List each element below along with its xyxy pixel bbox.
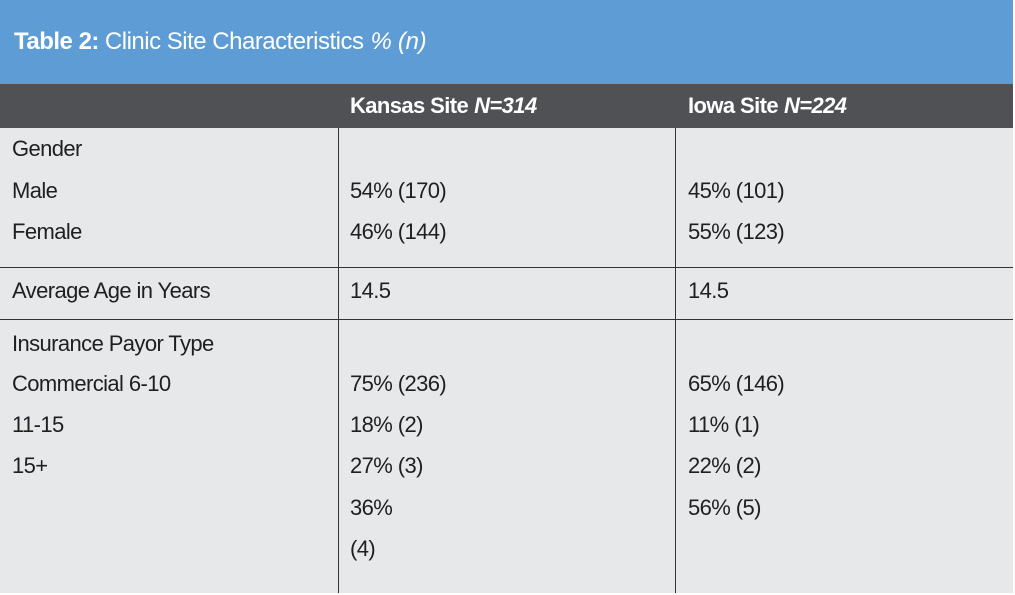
table-body: Gender Male Female 54% (170) 46% (144) 4…	[0, 128, 1013, 593]
header-iowa-n: N=224	[783, 93, 847, 118]
table-unit: % (n)	[370, 28, 427, 55]
gender-male-label: Male	[12, 178, 58, 203]
row-divider	[0, 267, 1013, 268]
header-kansas-n: N=314	[474, 93, 537, 118]
iowa-female-value: 55% (123)	[688, 219, 785, 244]
iowa-insurance-value: 11% (1)	[688, 412, 760, 437]
header-iowa-name: Iowa Site	[688, 93, 779, 118]
insurance-row-label: 11-15	[12, 412, 64, 437]
kansas-insurance-value: (4)	[350, 536, 376, 561]
iowa-male-value: 45% (101)	[688, 178, 785, 203]
header-iowa: Iowa Site N=224	[688, 84, 847, 128]
iowa-insurance-value: 56% (5)	[688, 495, 761, 520]
header-kansas: Kansas Site N=314	[350, 84, 537, 128]
table-title-bar: Table 2: Clinic Site Characteristics % (…	[0, 0, 1013, 84]
insurance-heading: Insurance Payor Type	[12, 331, 214, 356]
kansas-insurance-value: 27% (3)	[350, 453, 423, 478]
kansas-male-value: 54% (170)	[350, 178, 447, 203]
table-title: Clinic Site Characteristics	[104, 28, 364, 55]
gender-heading: Gender	[12, 136, 82, 161]
kansas-female-value: 46% (144)	[350, 219, 447, 244]
insurance-row-label: Commercial 6-10	[12, 371, 171, 396]
table-header-row: Kansas Site N=314 Iowa Site N=224	[0, 84, 1013, 128]
iowa-age-value: 14.5	[688, 278, 729, 303]
column-divider	[338, 128, 339, 593]
table-number: Table 2:	[14, 28, 99, 55]
header-kansas-name: Kansas Site	[350, 93, 469, 118]
column-divider	[675, 128, 676, 593]
kansas-insurance-value: 18% (2)	[350, 412, 423, 437]
gender-female-label: Female	[12, 219, 82, 244]
kansas-insurance-value: 36%	[350, 495, 393, 520]
iowa-insurance-value: 22% (2)	[688, 453, 761, 478]
kansas-age-value: 14.5	[350, 278, 391, 303]
iowa-insurance-value: 65% (146)	[688, 371, 785, 396]
row-divider	[0, 319, 1013, 320]
kansas-insurance-value: 75% (236)	[350, 371, 447, 396]
insurance-row-label: 15+	[12, 453, 48, 478]
age-label: Average Age in Years	[12, 278, 211, 303]
